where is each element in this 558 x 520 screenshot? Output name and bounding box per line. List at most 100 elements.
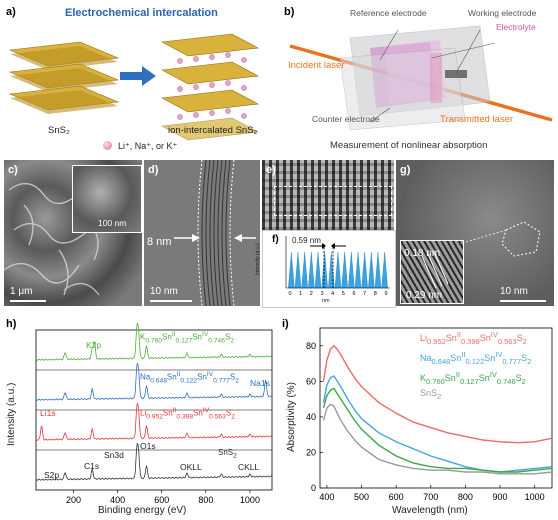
- panel-a-title: Electrochemical intercalation: [65, 7, 218, 19]
- line-profile-panel: [262, 230, 396, 308]
- abs-x-tick-label: 1000: [525, 492, 545, 502]
- xps-sn3d: Sn3d: [104, 450, 124, 460]
- sns2-layers: [8, 41, 120, 114]
- panel-e-label: e): [266, 164, 276, 176]
- absorptivity-series-line: [322, 344, 553, 444]
- xps-tick-label: 600: [154, 495, 169, 505]
- abs-y-tick-label: 20: [306, 447, 316, 457]
- xps-xlabel: Binding energy (eV): [98, 505, 187, 516]
- measurement-caption: Measurement of nonlinear absorption: [330, 140, 488, 151]
- profile-tick-label: 1: [299, 291, 302, 297]
- abs-x-tick-label: 900: [493, 492, 508, 502]
- xps-o1s: O1s: [140, 441, 156, 451]
- sem-inset: [72, 165, 142, 233]
- xps-series-k: K0.760SnII0.127SnIV0.746S2: [140, 331, 234, 345]
- lattice-d2-label: 0.29 nm: [406, 290, 443, 301]
- xps-c1s: C1s: [84, 461, 100, 471]
- tem-g-scale-bar: [500, 300, 546, 302]
- ions-label: Li⁺, Na⁺, or K⁺: [118, 141, 178, 151]
- abs-x-tick-label: 800: [458, 492, 473, 502]
- xps-series-na: Na0.648SnII0.122SnIV0.777S2: [140, 371, 239, 385]
- profile-xlabel: nm: [322, 298, 330, 304]
- abs-x-tick-label: 700: [423, 492, 438, 502]
- sns2-label: SnS₂: [48, 125, 70, 136]
- profile-tick-label: 8: [374, 291, 377, 297]
- lattice-d1-label: 0.18 nm: [404, 248, 441, 259]
- hrtem-topview-image: [396, 160, 554, 306]
- ion-legend-icon: [103, 141, 112, 150]
- xps-ylabel: Intensity (a.u.): [6, 382, 17, 446]
- layer-thickness-label: 8 nm: [147, 236, 172, 248]
- electrolyte-label: Electrolyte: [496, 22, 536, 32]
- panel-g-label: g): [400, 164, 411, 176]
- abs-legend-na: Na0.648SnII0.122SnIV0.777S2: [420, 350, 532, 366]
- tem-d-scale-bar: [150, 300, 192, 302]
- panel-i-label: i): [282, 318, 289, 330]
- xps-na1s: Na1s: [250, 378, 270, 388]
- sem-inset-scale-label: 100 nm: [98, 218, 127, 228]
- sem-scale-bar: [10, 300, 46, 302]
- abs-y-tick-label: 0: [311, 483, 316, 493]
- tem-g-scale-label: 10 nm: [500, 286, 528, 297]
- profile-tick-label: 6: [352, 291, 355, 297]
- xps-series-sns2: SnS2: [218, 448, 237, 460]
- panel-c-label: c): [8, 164, 18, 176]
- xps-s2p: S2p: [44, 470, 60, 480]
- intercalated-label: ion-intercalated SnS₂: [168, 125, 258, 136]
- intercalation-diagram: [8, 33, 259, 141]
- profile-tick-label: 0: [288, 291, 291, 297]
- working-electrode-label: Working electrode: [468, 8, 537, 18]
- xps-chart: 200 400 600 800 1000: [35, 322, 273, 505]
- profile-peak-area: [288, 251, 388, 289]
- xps-spectrum-line: [35, 362, 272, 401]
- transmitted-laser-label: Transmitted laser: [440, 114, 514, 125]
- abs-x-tick-label: 400: [319, 492, 334, 502]
- profile-tick-label: 5: [342, 291, 345, 297]
- abs-legend-k: K0.760SnII0.127SnIV0.746S2: [420, 370, 526, 386]
- ion-spheres: [177, 52, 247, 120]
- xps-spectrum-line: [35, 402, 272, 441]
- profile-tick-label: 9: [384, 291, 387, 297]
- abs-y-tick-label: 60: [306, 376, 316, 386]
- tem-cross-section-image: [144, 160, 260, 306]
- xps-spectrum-line: [35, 322, 272, 361]
- profile-ylabel: Intensity (a.u.): [255, 243, 261, 275]
- panel-b-label: b): [284, 6, 295, 18]
- intercalated-layers: [161, 33, 259, 141]
- lattice-spacing-label: 0.59 nm: [292, 236, 321, 245]
- xps-tick-label: 1000: [240, 495, 260, 505]
- line-profile-chart: 0 1 2 3 4 5 6 7 8 9: [285, 236, 390, 297]
- abs-xlabel: Wavelength (nm): [392, 505, 468, 516]
- profile-tick-label: 3: [320, 291, 323, 297]
- xps-okll: OKLL: [180, 462, 202, 472]
- abs-x-tick-label: 600: [389, 492, 404, 502]
- xps-ckll: CKLL: [238, 462, 260, 472]
- intercalation-arrow: [120, 66, 156, 86]
- panel-a-label: a): [6, 6, 16, 18]
- tem-d-scale-label: 10 nm: [150, 286, 178, 297]
- panel-d-label: d): [148, 164, 159, 176]
- profile-tick-label: 2: [310, 291, 313, 297]
- xps-k2p: K2p: [86, 340, 102, 350]
- measurement-setup-diagram: [289, 25, 553, 131]
- counter-electrode-label: Counter electrode: [312, 114, 380, 124]
- xps-tick-label: 400: [110, 495, 125, 505]
- panel-f-label: f): [272, 234, 279, 245]
- xps-series-li: Li0.952SnII0.398SnIV0.563S2: [140, 407, 235, 421]
- abs-legend-sns2: SnS2: [420, 388, 442, 401]
- abs-x-tick-label: 500: [354, 492, 369, 502]
- abs-ylabel: Absorptivity (%): [286, 381, 297, 452]
- sem-scale-label: 1 μm: [10, 286, 33, 297]
- absorptivity-series-line: [322, 387, 553, 473]
- reference-electrode-label: Reference electrode: [350, 8, 427, 18]
- abs-y-tick-label: 80: [306, 341, 316, 351]
- hrtem-lattice-image: [262, 160, 394, 230]
- abs-y-tick-label: 40: [306, 412, 316, 422]
- profile-tick-label: 4: [331, 291, 334, 297]
- xps-spectrum-line: [35, 442, 272, 481]
- absorptivity-chart: 400 500 600 700 800 900 1000 0 20 40 60 80: [306, 327, 553, 502]
- incident-laser-label: Incident laser: [288, 60, 345, 71]
- panel-h-label: h): [6, 318, 17, 330]
- absorptivity-series-line: [322, 403, 553, 475]
- abs-legend-li: Li0.952SnII0.398SnIV0.563S2: [420, 330, 527, 346]
